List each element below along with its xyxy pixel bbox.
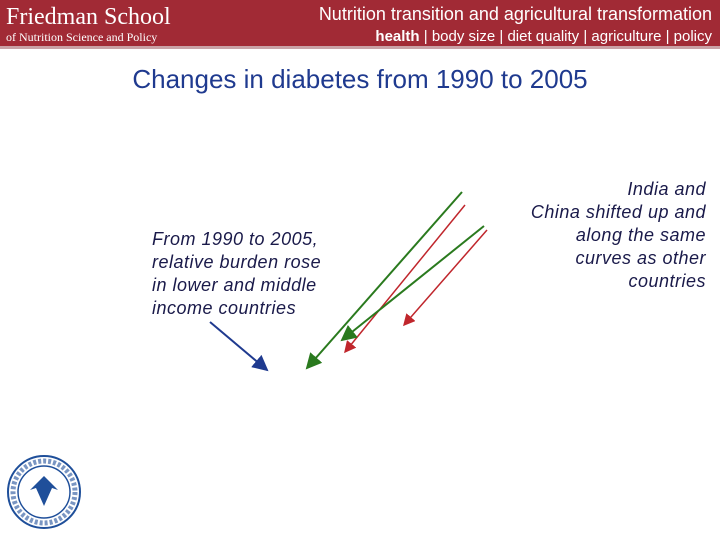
arrow xyxy=(340,225,485,342)
logo-subtitle: of Nutrition Science and Policy xyxy=(6,30,158,44)
note-line: in lower and middle xyxy=(152,275,317,295)
note-line: income countries xyxy=(152,298,297,318)
slide-title: Changes in diabetes from 1990 to 2005 xyxy=(132,64,588,94)
note-line: China shifted up and xyxy=(530,202,706,222)
university-seal xyxy=(7,455,81,529)
tagline-bold: health xyxy=(375,28,420,45)
note-line: relative burden rose xyxy=(152,252,322,272)
note-line: along the same xyxy=(575,225,706,245)
arrow xyxy=(209,321,269,372)
arrow xyxy=(403,229,488,327)
arrow xyxy=(305,191,463,370)
header-bar: Friedman School of Nutrition Science and… xyxy=(0,0,720,49)
header-tagline: health | body size | diet quality | agri… xyxy=(375,28,712,45)
note-line: countries xyxy=(628,271,706,291)
note-line: India and xyxy=(627,179,706,199)
note-line: curves as other xyxy=(575,248,706,268)
arrow xyxy=(344,204,466,354)
tagline-rest: | body size | diet quality | agriculture… xyxy=(419,28,712,45)
note-line: From 1990 to 2005, xyxy=(152,229,319,249)
right-note: India and China shifted up and along the s… xyxy=(466,178,706,293)
left-note: From 1990 to 2005, relative burden rose in… xyxy=(152,228,321,320)
logo-name: Friedman School xyxy=(6,4,171,30)
header-title: Nutrition transition and agricultural tr… xyxy=(318,4,712,24)
